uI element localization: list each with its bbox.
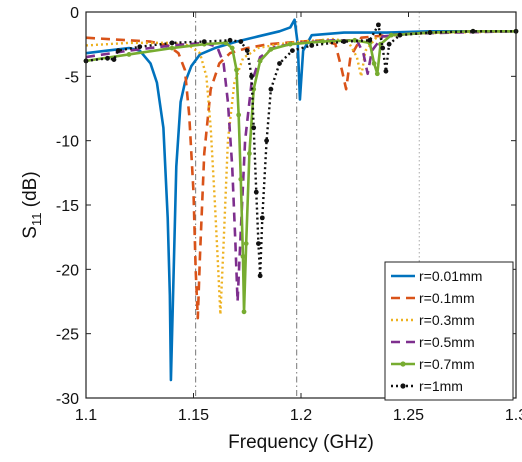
series-point [287,41,293,47]
series-point [229,45,235,51]
series-point [259,215,265,221]
x-tick-label: 1.3 [505,407,522,424]
series-point [320,39,325,44]
series-point [277,61,282,66]
legend-marker [400,361,406,367]
series-point [268,86,274,92]
series-point [264,138,269,144]
y-axis-title-main: S [20,226,41,239]
series-point [115,48,121,53]
legend-label: r=1mm [419,378,463,394]
legend-marker [400,383,406,389]
series-point [290,48,295,53]
series-2 [85,30,516,320]
series-point [383,68,389,74]
reference-lines [195,12,420,398]
legend-item: r=0.3mm [391,312,475,328]
series-point [201,39,207,44]
series-point [341,39,347,44]
legend-label: r=0.7mm [419,356,475,372]
series-point [234,67,239,73]
series-1 [85,18,516,382]
legend-label: r=0.01mm [419,268,482,284]
y-axis: 0 -5 -10 -15 -20 -25 -30 [56,5,516,408]
legend-item: r=0.5mm [391,334,475,350]
series-point [256,241,261,247]
series-point [247,151,252,156]
series-point [236,112,242,118]
legend-item: r=0.01mm [391,268,482,284]
series-point [470,28,476,34]
series-point [227,37,233,43]
series-point [388,32,394,38]
legend-box [384,261,514,401]
legend-label: r=0.5mm [419,334,475,350]
series-point [238,39,244,44]
series-point [380,45,386,51]
series-point [137,44,143,50]
series-point [268,46,274,52]
series-point [374,71,380,77]
legend-item: r=1mm [391,378,463,394]
y-axis-title-sub: 11 [29,213,44,227]
series-point [257,58,263,64]
series-point [386,41,392,47]
y-axis-title-unit: (dB) [20,171,41,212]
x-tick-label: 1.15 [178,407,209,424]
series-line [85,30,516,320]
series-point [251,125,257,131]
series-point [367,37,373,43]
series-point [352,37,358,43]
legend-label: r=0.3mm [419,312,475,328]
x-tick-label: 1.25 [393,407,424,424]
series-point [376,22,381,28]
series-line [85,18,516,382]
series-point [238,176,244,182]
y-tick-label: -5 [65,69,79,86]
series-point [169,45,175,51]
legend-item: r=0.7mm [391,356,475,372]
x-tick-label: 1.1 [75,407,97,424]
y-tick-label: -25 [56,327,79,344]
series-point [244,48,250,53]
series-point [371,61,377,66]
y-axis-title: S11 (dB) [20,171,44,238]
legend-label: r=0.1mm [419,290,475,306]
legend: r=0.01mm r=0.1mm r=0.3mm r=0.5mm r=0.7mm r=1m… [384,261,514,401]
series-point [249,73,254,79]
y-tick-label: 0 [70,5,79,22]
series-point [243,241,249,247]
x-axis-title: Frequency (GHz) [228,432,374,453]
series-point [309,43,315,48]
series-6 [83,22,519,279]
series-point [105,55,110,61]
series-point [169,40,175,46]
series-point [240,254,246,259]
x-tick-label: 1.2 [290,407,312,424]
series-point [427,30,433,35]
x-axis: 1.1 1.15 1.2 1.25 1.3 [75,12,522,424]
series-point [111,57,117,63]
y-tick-label: -15 [56,198,79,215]
y-tick-label: -10 [56,134,79,151]
series-point [253,189,259,195]
y-tick-label: -20 [56,262,79,279]
series-point [378,41,383,47]
y-tick-label: -30 [56,391,79,408]
series-layer [83,18,519,382]
series-point [397,32,403,38]
series-point [257,273,263,279]
legend-item: r=0.1mm [391,290,475,306]
series-point [126,52,132,57]
series-point [241,309,247,315]
